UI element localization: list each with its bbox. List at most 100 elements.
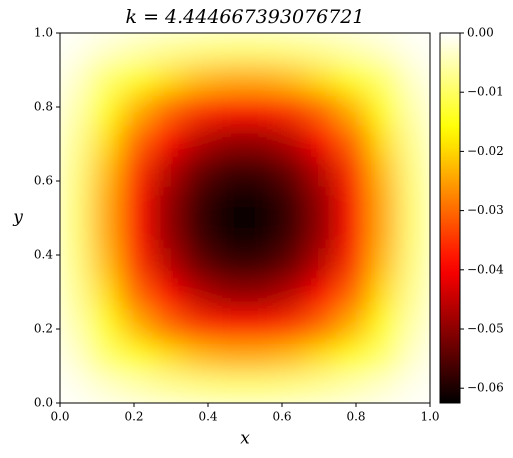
heatmap-cell [60,94,92,126]
heatmap-cell [152,279,184,311]
heatmap-cell [60,63,92,96]
x-tick-label: 0.4 [198,410,217,424]
heatmap-cell [60,310,92,342]
heatmap-cell [182,340,215,373]
x-tick-label: 1.0 [420,410,439,424]
heatmap-cell [152,248,184,281]
heatmap-cell [306,186,338,219]
heatmap [60,33,430,403]
heatmap-cell [182,217,215,250]
heatmap-cell [337,371,369,403]
heatmap-cell [337,33,369,65]
heatmap-cell [90,33,123,65]
heatmap-cell [398,248,430,281]
heatmap-cell [398,371,430,403]
y-axis-label: y [12,208,23,228]
heatmap-cell [121,371,153,403]
heatmap-cell [152,310,184,342]
heatmap-cell [213,125,246,157]
heatmap-cell [398,279,430,311]
heatmap-cell [398,217,430,250]
plot-frame [59,32,431,404]
heatmap-cell [152,33,184,65]
heatmap-cell [121,340,153,373]
heatmap-cell [398,94,430,126]
heatmap-cell [90,63,123,96]
heatmap-cell [152,63,184,96]
colorbar-tick-label: −0.06 [467,381,504,395]
heatmap-cell [306,340,338,373]
heatmap-cell [337,217,369,250]
heatmap-cell [213,340,246,373]
heatmap-cell [275,63,308,96]
heatmap-cell [182,125,215,157]
heatmap-cell [398,340,430,373]
chart-title: k = 4.444667393076721 [126,6,365,28]
colorbar-tick-label: 0.00 [467,26,494,40]
x-tick-label: 0.2 [124,410,143,424]
heatmap-cell [244,94,277,126]
heatmap-cell [182,371,215,403]
heatmap-cell [367,33,400,65]
heatmap-cell [213,279,246,311]
heatmap-cell [182,63,215,96]
heatmap-cell [121,248,153,281]
y-tick-label: 0.8 [34,100,53,114]
x-axis-label: x [240,429,250,449]
heatmap-cell [367,310,400,342]
heatmap-cell [275,371,308,403]
heatmap-cell [121,217,153,250]
heatmap-cell [398,125,430,157]
heatmap-cell [182,94,215,126]
heatmap-cell [337,155,369,188]
heatmap-cell [182,310,215,342]
heatmap-cell [152,186,184,219]
heatmap-cell [60,186,92,219]
heatmap-cell [306,279,338,311]
heatmap-cell [90,94,123,126]
heatmap-cell [337,94,369,126]
heatmap-cell [275,94,308,126]
heatmap-cell [213,217,246,250]
heatmap-cell [60,340,92,373]
heatmap-cell [306,217,338,250]
heatmap-cell [213,248,246,281]
y-tick-label: 0.4 [34,248,53,262]
colorbar-tick-label: −0.05 [467,322,504,336]
heatmap-cell [152,155,184,188]
heatmap-cell [367,279,400,311]
heatmap-cell [306,371,338,403]
heatmap-cell [90,279,123,311]
heatmap-cell [244,33,277,65]
heatmap-cell [398,155,430,188]
axes: 0.0 0.2 0.4 0.6 0.8 1.0 0.0 0.2 0.4 0.6 0.8 1.0 0.00… [34,26,504,424]
heatmap-cell [244,248,277,281]
heatmap-cell [244,186,277,219]
heatmap-cell [90,217,123,250]
heatmap-cell [90,371,123,403]
heatmap-cell [60,217,92,250]
heatmap-cell [121,33,153,65]
heatmap-cell [275,340,308,373]
heatmap-cell [90,248,123,281]
heatmap-cell [367,94,400,126]
x-tick-label: 0.0 [50,410,69,424]
heatmap-cell [367,155,400,188]
heatmap-cell [367,371,400,403]
heatmap-cell [337,340,369,373]
heatmap-cell [121,186,153,219]
heatmap-cell [60,33,92,65]
heatmap-cell [337,125,369,157]
heatmap-cell [60,125,92,157]
heatmap-cell [152,217,184,250]
heatmap-cell [337,63,369,96]
heatmap-cell [367,63,400,96]
heatmap-cell [60,155,92,188]
colorbar-tick-label: −0.03 [467,203,504,217]
heatmap-cell [182,186,215,219]
y-tick-label: 1.0 [34,26,53,40]
heatmap-cell [367,125,400,157]
heatmap-cell [182,248,215,281]
heatmap-cell [306,33,338,65]
